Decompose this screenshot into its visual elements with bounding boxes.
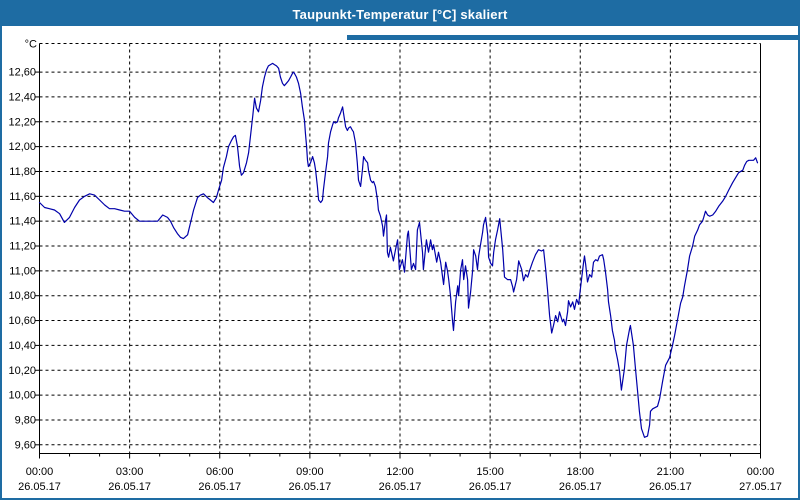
x-tick-time-label: 03:00 — [116, 466, 144, 478]
x-tick-date-label: 26.05.17 — [18, 481, 61, 493]
timeline-scrollbar-thumb[interactable] — [347, 35, 798, 40]
y-tick-label: 10,00 — [8, 390, 36, 402]
x-tick-date-label: 26.05.17 — [649, 481, 692, 493]
y-tick-label: 10,40 — [8, 340, 36, 352]
x-axis-labels: 00:00 26.05.17 03:00 26.05.17 06:00 26.05.17 0… — [18, 466, 782, 493]
x-tick-time-label: 00:00 — [747, 466, 775, 478]
x-tick-time-label: 00:00 — [26, 466, 54, 478]
y-tick-label: 10,20 — [8, 365, 36, 377]
series-line — [38, 62, 759, 438]
grid-lines — [39, 43, 761, 454]
y-tick-label: 9,80 — [15, 414, 36, 426]
chart-title: Taupunkt-Temperatur [°C] skaliert — [292, 6, 508, 22]
x-tick-date-label: 26.05.17 — [288, 481, 331, 493]
x-tick-time-label: 15:00 — [476, 466, 504, 478]
y-tick-label: 12,00 — [8, 141, 36, 153]
x-tick-date-label: 27.05.17 — [739, 481, 782, 493]
x-tick-time-label: 09:00 — [296, 466, 324, 478]
y-tick-label: 12,40 — [8, 91, 36, 103]
x-tick-date-label: 26.05.17 — [559, 481, 602, 493]
x-tick-date-label: 26.05.17 — [198, 481, 241, 493]
title-bar[interactable]: Taupunkt-Temperatur [°C] skaliert — [2, 2, 798, 26]
y-tick-label: 9,60 — [15, 439, 36, 451]
x-tick-date-label: 26.05.17 — [469, 481, 512, 493]
y-tick-label: 10,60 — [8, 315, 36, 327]
y-tick-label: 12,60 — [8, 67, 36, 79]
y-tick-label: 10,80 — [8, 290, 36, 302]
y-tick-label: 11,40 — [9, 216, 36, 228]
x-tick-time-label: 12:00 — [386, 466, 414, 478]
axis-ticks — [35, 71, 761, 459]
y-axis-unit-label: °C — [25, 39, 37, 51]
x-tick-time-label: 06:00 — [206, 466, 234, 478]
y-tick-label: 11,80 — [9, 166, 36, 178]
y-axis-labels: 12,60 12,40 12,20 12,00 11,80 11,60 11,40 11,20… — [8, 67, 36, 452]
x-tick-time-label: 21:00 — [657, 466, 685, 478]
y-tick-label: 11,60 — [9, 191, 36, 203]
x-tick-time-label: 18:00 — [566, 466, 594, 478]
y-tick-label: 11,00 — [9, 265, 36, 277]
x-tick-date-label: 26.05.17 — [108, 481, 151, 493]
x-tick-date-label: 26.05.17 — [379, 481, 422, 493]
y-tick-label: 12,20 — [8, 116, 36, 128]
y-tick-label: 11,20 — [9, 241, 36, 253]
